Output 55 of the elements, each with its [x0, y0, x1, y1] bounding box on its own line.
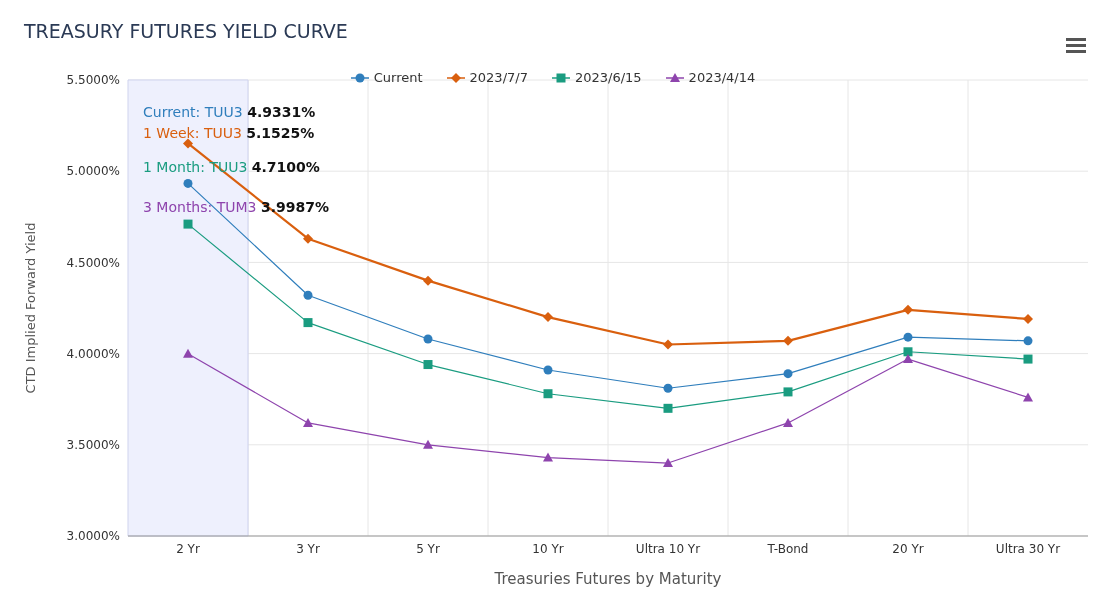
annotation: Current: TUU3 4.9331%: [142, 104, 317, 121]
legend-label: 2023/7/7: [468, 70, 528, 85]
x-tick-label: 10 Yr: [532, 541, 564, 556]
point: [1023, 354, 1033, 364]
x-axis-title: Treasuries Futures by Maturity: [493, 570, 722, 588]
x-tick-label: Ultra 10 Yr: [635, 541, 701, 556]
legend-label: 2023/6/15: [573, 70, 642, 85]
point: [303, 318, 313, 328]
point: [183, 219, 193, 229]
legend-label: Current: [372, 70, 423, 85]
point: [183, 178, 193, 188]
point: [1023, 313, 1033, 324]
point: [303, 417, 313, 427]
point: [303, 290, 313, 300]
point: [663, 403, 673, 413]
point: [903, 347, 913, 357]
point: [423, 439, 433, 449]
point: [663, 458, 673, 468]
y-tick-label: 3.5000%: [66, 438, 120, 453]
y-tick-label: 3.0000%: [66, 529, 120, 544]
annotation: 1 Week: TUU3 5.1525%: [142, 125, 316, 142]
x-tick-label: 3 Yr: [296, 541, 320, 556]
point: [423, 275, 433, 286]
point: [663, 339, 673, 350]
y-tick-label: 4.5000%: [66, 255, 120, 270]
point: [303, 233, 313, 244]
point: [903, 354, 913, 364]
point: [543, 312, 553, 323]
point: [663, 383, 673, 393]
point: [783, 417, 793, 427]
chart-title: TREASURY FUTURES YIELD CURVE: [24, 20, 348, 42]
point: [783, 335, 793, 346]
x-tick-label: 20 Yr: [892, 541, 924, 556]
point: [903, 304, 913, 315]
point: [783, 387, 793, 397]
legend-label: 2023/4/14: [687, 70, 756, 85]
point: [903, 332, 913, 342]
point: [543, 365, 553, 375]
y-axis-title: CTD Implied Forward Yield: [22, 222, 38, 394]
y-tick-label: 5.5000%: [66, 73, 120, 88]
x-tick-label: T-Bond: [766, 541, 809, 556]
x-tick-label: 2 Yr: [176, 541, 200, 556]
x-tick-label: 5 Yr: [416, 541, 440, 556]
y-tick-label: 4.0000%: [66, 346, 120, 361]
point: [183, 138, 193, 149]
point: [1023, 336, 1033, 346]
point: [543, 452, 553, 462]
point: [183, 348, 193, 358]
x-tick-label: Ultra 30 Yr: [995, 541, 1061, 556]
y-tick-label: 5.0000%: [66, 164, 120, 179]
point: [1023, 392, 1033, 402]
point: [543, 389, 553, 399]
point: [423, 334, 433, 344]
point: [423, 360, 433, 370]
point: [783, 369, 793, 379]
